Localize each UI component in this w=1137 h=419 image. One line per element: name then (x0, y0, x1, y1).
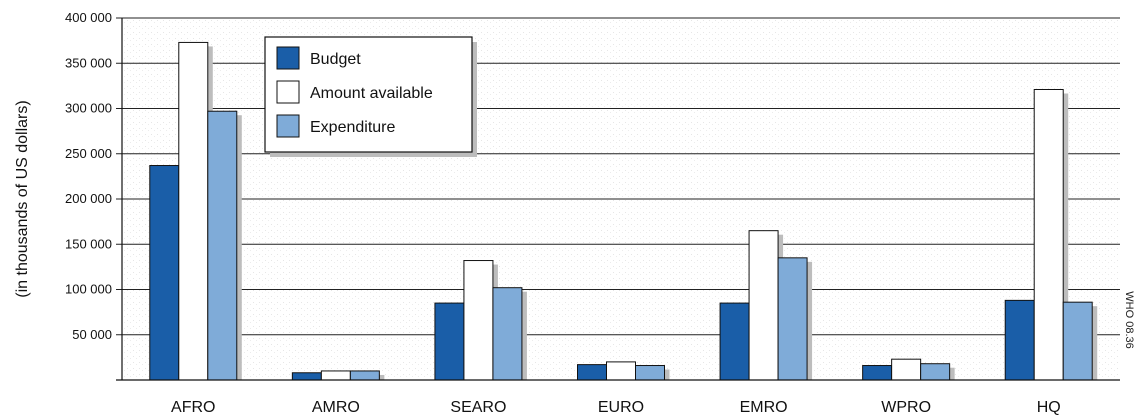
bar-budget-wpro (862, 365, 893, 381)
bar-expenditure-searo (492, 287, 523, 381)
bar-expenditure-wpro (920, 363, 951, 381)
bar-budget-euro (577, 364, 607, 381)
legend-swatch (276, 46, 300, 70)
bar-budget-emro (719, 302, 750, 381)
bar-amount-available-emro (748, 230, 779, 381)
y-tick-label: 100 000 (65, 282, 112, 297)
legend-swatch (276, 114, 300, 138)
y-tick-label: 350 000 (65, 55, 112, 70)
bar-expenditure-amro (349, 370, 380, 381)
x-tick-label: HQ (1037, 399, 1061, 416)
legend-label: Expenditure (310, 119, 395, 136)
bar-amount-available-amro (320, 370, 351, 381)
bar-budget-amro (291, 372, 322, 381)
bars (149, 41, 1098, 381)
bar-budget-hq (1004, 299, 1035, 381)
y-tick-label: 200 000 (65, 191, 112, 206)
legend-swatch (276, 80, 300, 104)
x-tick-label: AFRO (171, 399, 215, 416)
bar-budget-searo (434, 302, 465, 381)
watermark-code: WHO 08.36 (1123, 291, 1135, 348)
y-tick-label: 150 000 (65, 236, 112, 251)
bar-amount-available-searo (463, 260, 494, 381)
y-tick-label: 400 000 (65, 10, 112, 25)
bar-expenditure-emro (777, 257, 808, 381)
bar-expenditure-afro (207, 110, 238, 381)
legend: Budget Amount available Expenditure (264, 36, 477, 157)
bar-expenditure-hq (1062, 301, 1093, 381)
bar-amount-available-euro (606, 361, 636, 381)
x-tick-label: WPRO (881, 399, 931, 416)
x-tick-label: EMRO (740, 399, 788, 416)
legend-label: Budget (310, 51, 361, 68)
grid-lines (116, 17, 1120, 336)
y-tick-label: 300 000 (65, 101, 112, 116)
bar-amount-available-hq (1033, 88, 1064, 381)
bar-expenditure-euro (635, 365, 665, 381)
y-tick-label: 50 000 (72, 327, 112, 342)
x-tick-label: SEARO (450, 399, 506, 416)
axes: 50 000 100 000 150 000 200 000 250 000 300 00… (65, 10, 1120, 416)
legend-label: Amount available (310, 85, 433, 102)
x-tick-label: AMRO (312, 399, 360, 416)
y-tick-label: 250 000 (65, 146, 112, 161)
x-tick-label: EURO (598, 399, 644, 416)
bar-amount-available-afro (178, 41, 209, 381)
bar-amount-available-wpro (891, 358, 922, 381)
bar-budget-afro (149, 165, 180, 381)
y-axis-label: (in thousands of US dollars) (14, 100, 31, 297)
